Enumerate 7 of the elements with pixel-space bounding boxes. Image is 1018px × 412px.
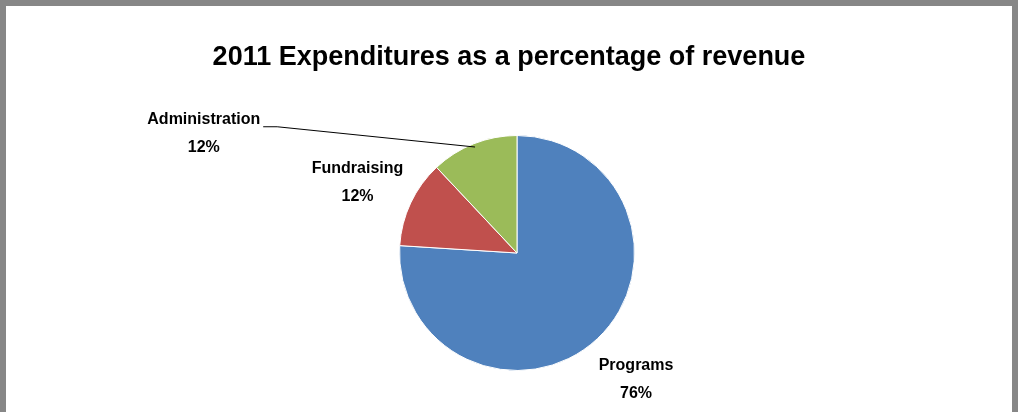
slice-label: Administration (147, 110, 261, 128)
slice-label: Fundraising (311, 159, 404, 177)
data-label: 12% (187, 138, 220, 156)
data-label: 76% (620, 384, 653, 402)
slice-label: Programs (598, 356, 674, 374)
chart-title: 2011 Expenditures as a percentage of revenue (212, 41, 806, 72)
data-label: 12% (341, 187, 374, 205)
